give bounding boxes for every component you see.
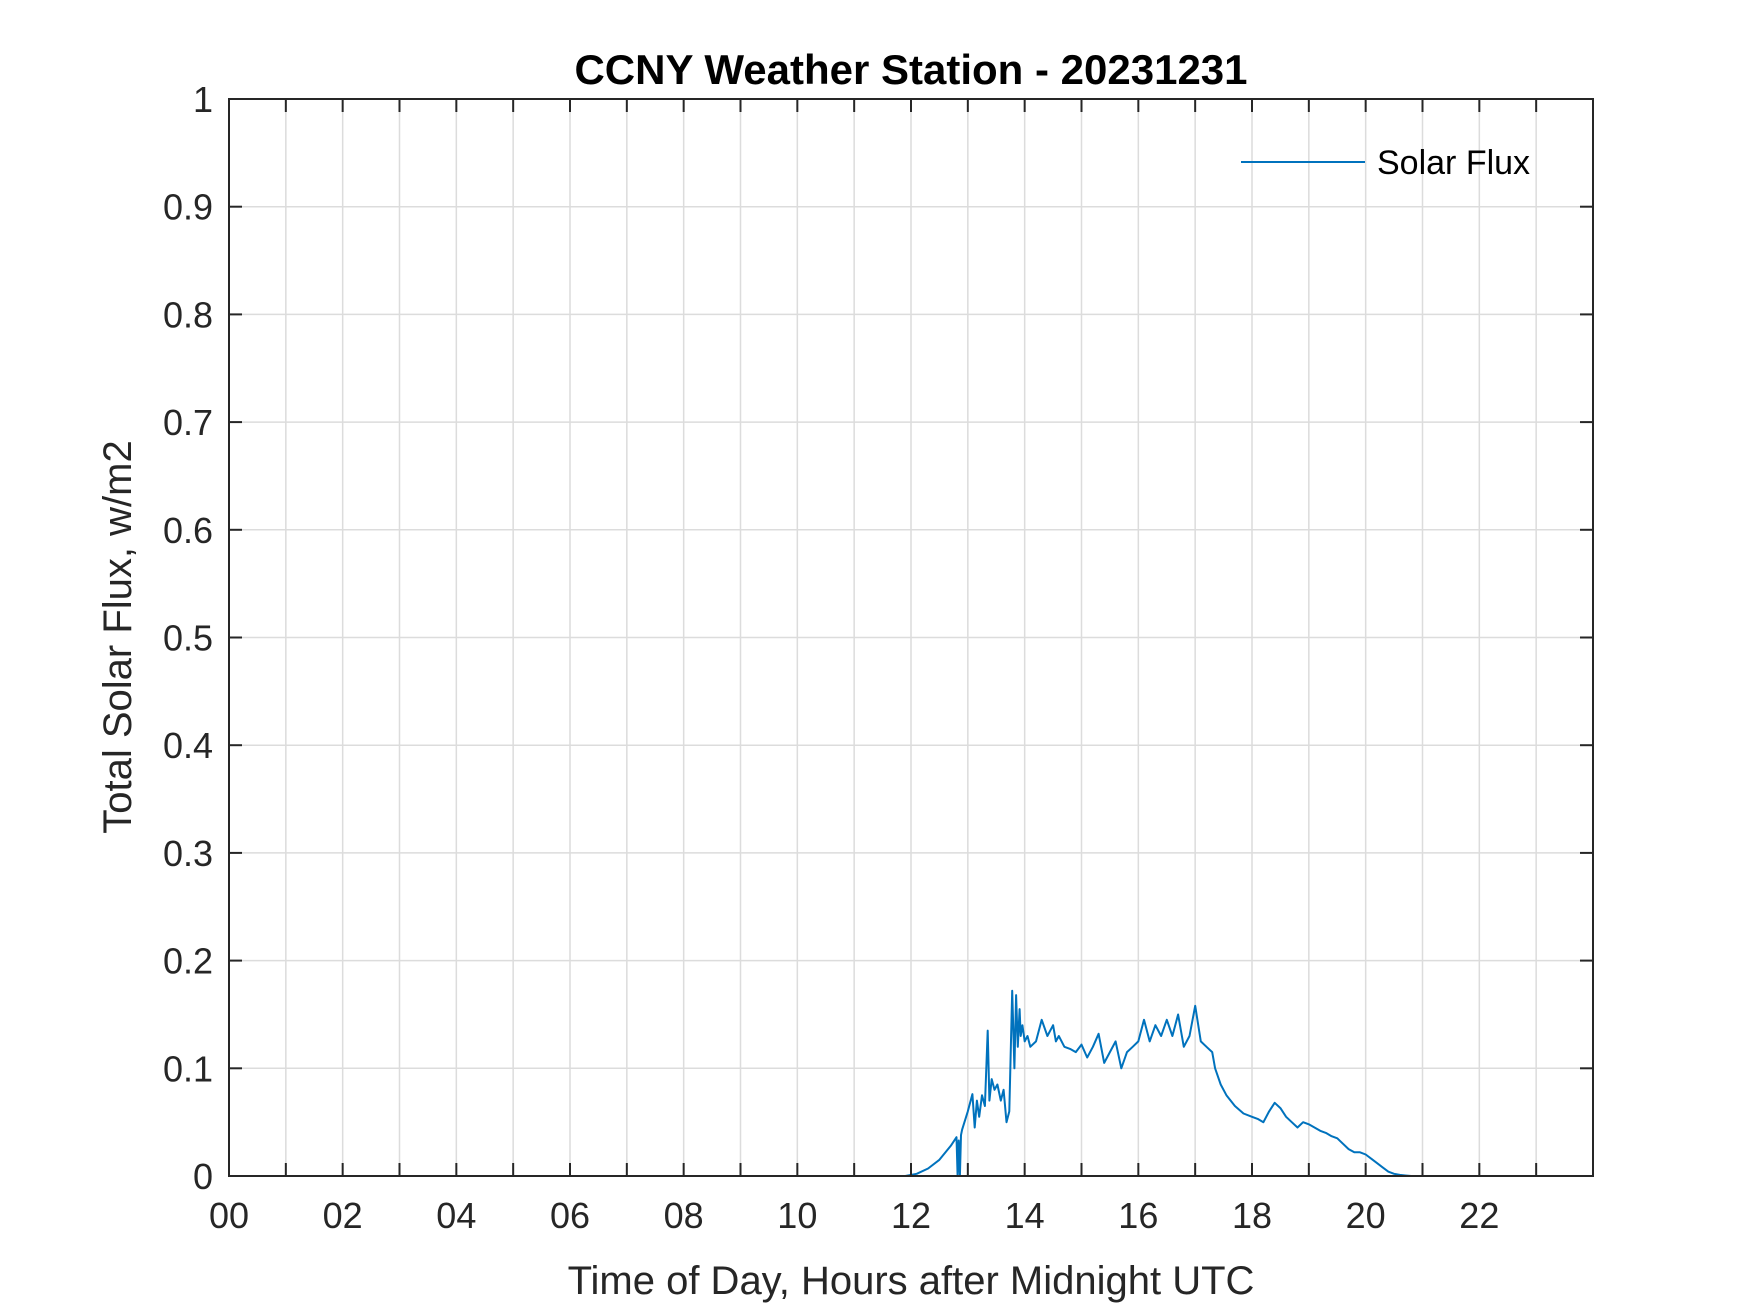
series-line-solar-flux [229,989,1593,1177]
y-tick-label: 0.3 [163,833,213,874]
x-tick-label: 02 [323,1195,363,1236]
x-tick-label: 16 [1118,1195,1158,1236]
x-tick-label: 14 [1005,1195,1045,1236]
x-tick-label: 10 [777,1195,817,1236]
y-axis-label: Total Solar Flux, w/m2 [96,440,140,833]
y-tick-label: 0.5 [163,618,213,659]
y-tick-label: 0.9 [163,187,213,228]
x-tick-labels: 00 02 04 06 08 10 12 14 16 18 20 22 [209,1195,1499,1236]
x-tick-label: 18 [1232,1195,1272,1236]
y-tick-label: 0.2 [163,941,213,982]
y-tick-label: 0.6 [163,510,213,551]
x-tick-label: 08 [664,1195,704,1236]
y-tick-label: 0.1 [163,1048,213,1089]
x-tick-label: 20 [1346,1195,1386,1236]
axis-ticks [229,99,1593,1176]
x-axis-label: Time of Day, Hours after Midnight UTC [568,1259,1255,1303]
y-tick-label: 0.4 [163,725,213,766]
grid-lines [229,99,1593,1176]
y-tick-label: 0.8 [163,294,213,335]
y-tick-label: 1 [193,79,213,120]
x-tick-label: 22 [1459,1195,1499,1236]
chart-title: CCNY Weather Station - 20231231 [574,46,1247,93]
x-tick-label: 12 [891,1195,931,1236]
y-tick-label: 0.7 [163,402,213,443]
legend: Solar Flux [1241,144,1530,182]
x-tick-label: 06 [550,1195,590,1236]
legend-label-solar-flux: Solar Flux [1377,144,1530,182]
x-tick-label: 04 [436,1195,476,1236]
x-tick-label: 00 [209,1195,249,1236]
y-tick-labels: 0 0.1 0.2 0.3 0.4 0.5 0.6 0.7 0.8 0.9 1 [163,79,213,1197]
series-layer [229,989,1593,1177]
y-tick-label: 0 [193,1156,213,1197]
